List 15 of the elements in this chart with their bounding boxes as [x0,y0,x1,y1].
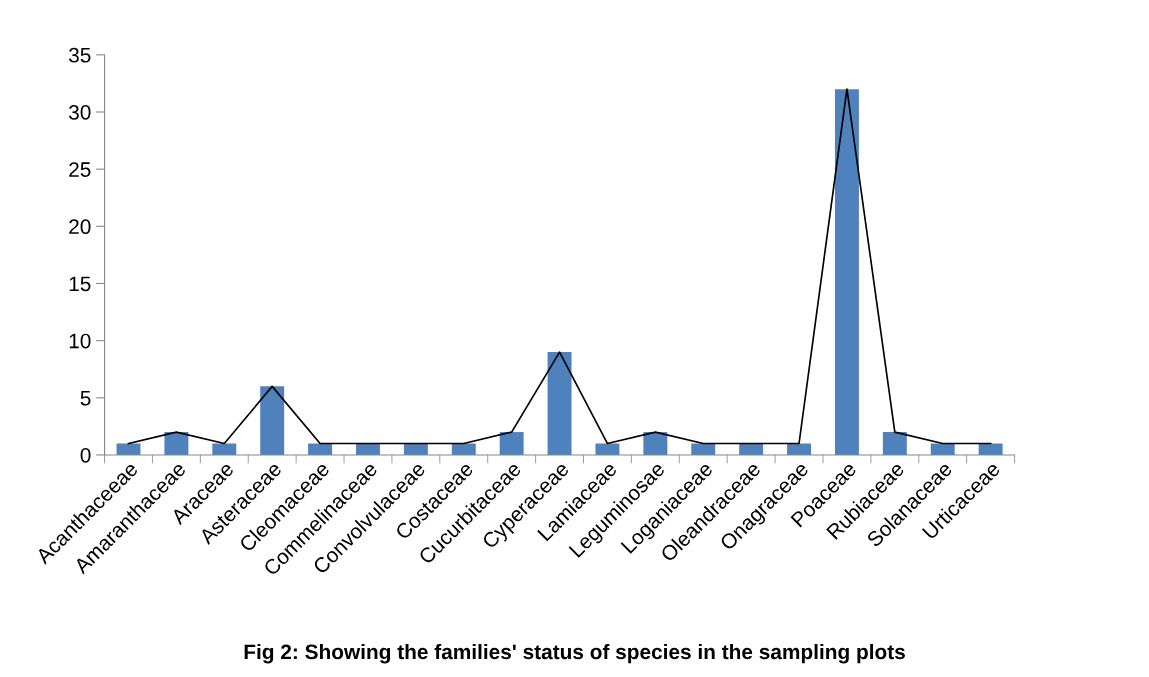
bar [882,432,907,455]
y-tick-label: 20 [69,219,91,235]
line-series [127,88,992,445]
y-tick-label: 25 [69,162,91,177]
y-tick-label: 0 [80,447,91,463]
text: Fig 2: Showing the families' status of species in the sampling plots [244,643,905,664]
bar [260,386,285,455]
y-tick-label: 15 [69,276,91,292]
y-tick-label: 35 [68,47,91,63]
bar [547,352,572,455]
y-tick-label: 10 [69,333,91,349]
bar [499,432,524,455]
bar [834,89,859,455]
y-tick-label: 30 [68,105,91,120]
y-tick-label: 5 [80,391,91,406]
